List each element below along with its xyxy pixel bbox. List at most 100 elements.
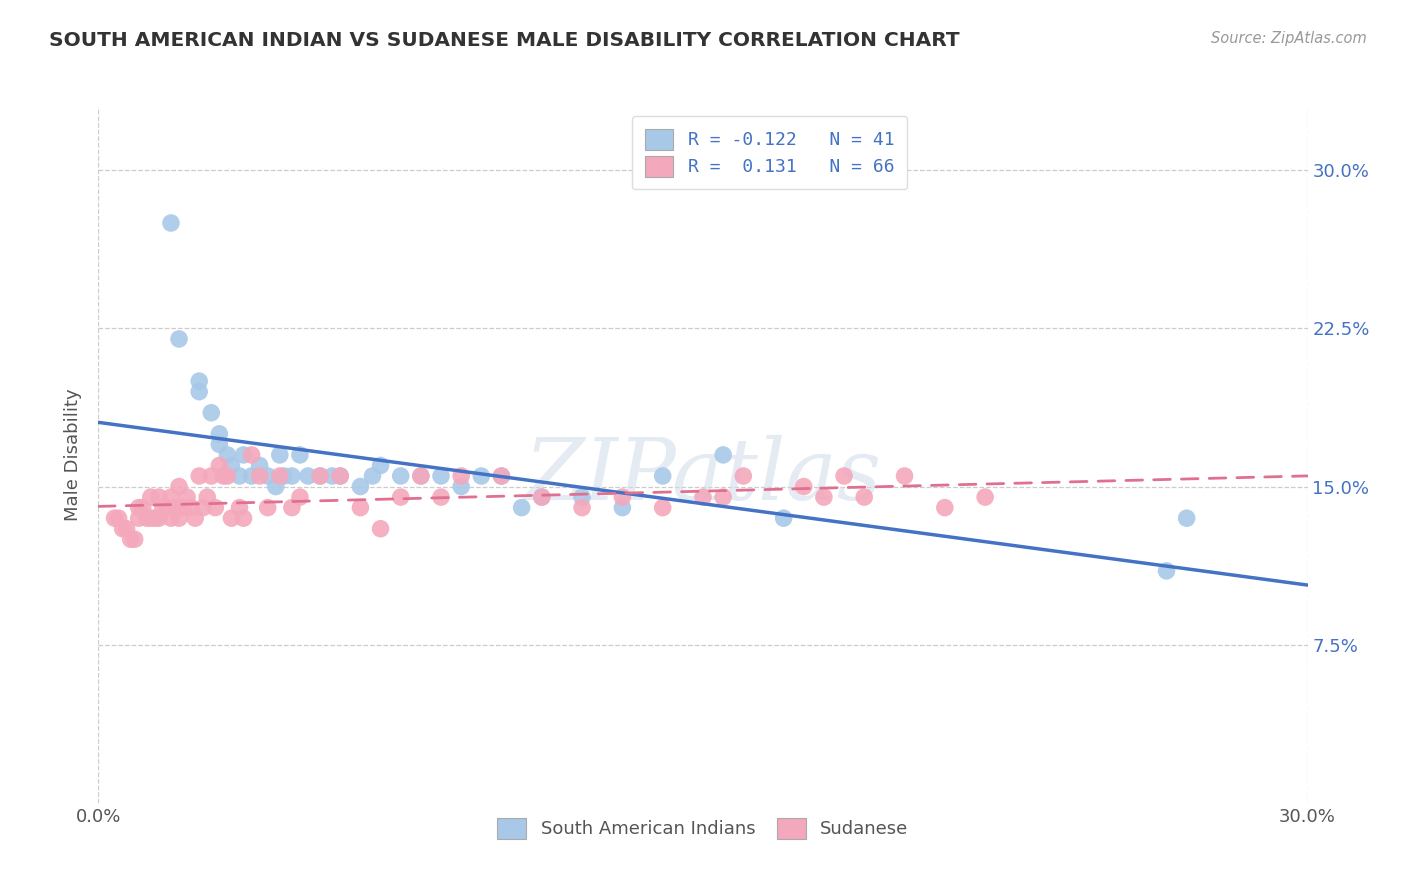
- Point: [139, 511, 162, 525]
- Point: [240, 448, 263, 462]
- Point: [200, 469, 222, 483]
- Point: [711, 448, 734, 462]
- Point: [329, 469, 352, 483]
- Point: [281, 500, 304, 515]
- Point: [530, 490, 553, 504]
- Point: [612, 500, 634, 515]
- Point: [772, 511, 794, 525]
- Point: [1175, 511, 1198, 525]
- Point: [249, 458, 271, 473]
- Point: [132, 500, 155, 515]
- Point: [204, 500, 226, 515]
- Y-axis label: Male Disability: Male Disability: [65, 389, 83, 521]
- Point: [309, 469, 332, 483]
- Point: [228, 500, 250, 515]
- Point: [188, 374, 211, 388]
- Point: [111, 522, 134, 536]
- Point: [273, 469, 295, 483]
- Point: [571, 500, 593, 515]
- Point: [288, 448, 311, 462]
- Point: [184, 511, 207, 525]
- Point: [107, 511, 129, 525]
- Point: [491, 469, 513, 483]
- Point: [491, 469, 513, 483]
- Point: [651, 469, 673, 483]
- Point: [450, 469, 472, 483]
- Point: [692, 490, 714, 504]
- Point: [135, 511, 157, 525]
- Point: [1156, 564, 1178, 578]
- Point: [430, 469, 453, 483]
- Point: [163, 500, 186, 515]
- Point: [288, 490, 311, 504]
- Point: [167, 511, 190, 525]
- Point: [249, 469, 271, 483]
- Point: [240, 469, 263, 483]
- Point: [180, 500, 202, 515]
- Point: [256, 500, 278, 515]
- Point: [176, 490, 198, 504]
- Point: [160, 511, 183, 525]
- Point: [172, 500, 194, 515]
- Point: [208, 458, 231, 473]
- Point: [832, 469, 855, 483]
- Point: [711, 490, 734, 504]
- Point: [297, 469, 319, 483]
- Point: [370, 458, 392, 473]
- Point: [571, 490, 593, 504]
- Point: [139, 490, 162, 504]
- Point: [167, 479, 190, 493]
- Point: [269, 469, 291, 483]
- Point: [409, 469, 432, 483]
- Point: [813, 490, 835, 504]
- Point: [160, 490, 183, 504]
- Point: [124, 533, 146, 547]
- Point: [232, 511, 254, 525]
- Text: ZIPatlas: ZIPatlas: [524, 434, 882, 517]
- Point: [208, 426, 231, 441]
- Point: [264, 479, 287, 493]
- Point: [200, 406, 222, 420]
- Point: [974, 490, 997, 504]
- Point: [152, 500, 174, 515]
- Point: [793, 479, 815, 493]
- Point: [167, 332, 190, 346]
- Point: [389, 490, 412, 504]
- Point: [208, 437, 231, 451]
- Point: [510, 500, 533, 515]
- Point: [212, 469, 235, 483]
- Point: [349, 479, 371, 493]
- Point: [217, 448, 239, 462]
- Point: [893, 469, 915, 483]
- Point: [156, 500, 179, 515]
- Point: [217, 469, 239, 483]
- Point: [409, 469, 432, 483]
- Point: [309, 469, 332, 483]
- Point: [612, 490, 634, 504]
- Point: [853, 490, 876, 504]
- Point: [128, 511, 150, 525]
- Point: [143, 511, 166, 525]
- Point: [148, 511, 170, 525]
- Point: [349, 500, 371, 515]
- Point: [103, 511, 125, 525]
- Point: [188, 384, 211, 399]
- Point: [430, 490, 453, 504]
- Point: [221, 458, 243, 473]
- Text: SOUTH AMERICAN INDIAN VS SUDANESE MALE DISABILITY CORRELATION CHART: SOUTH AMERICAN INDIAN VS SUDANESE MALE D…: [49, 31, 960, 50]
- Point: [281, 469, 304, 483]
- Point: [450, 479, 472, 493]
- Text: Source: ZipAtlas.com: Source: ZipAtlas.com: [1211, 31, 1367, 46]
- Point: [361, 469, 384, 483]
- Point: [733, 469, 755, 483]
- Point: [193, 500, 215, 515]
- Point: [934, 500, 956, 515]
- Point: [389, 469, 412, 483]
- Point: [115, 522, 138, 536]
- Point: [370, 522, 392, 536]
- Point: [195, 490, 218, 504]
- Point: [128, 500, 150, 515]
- Point: [228, 469, 250, 483]
- Point: [120, 533, 142, 547]
- Point: [148, 490, 170, 504]
